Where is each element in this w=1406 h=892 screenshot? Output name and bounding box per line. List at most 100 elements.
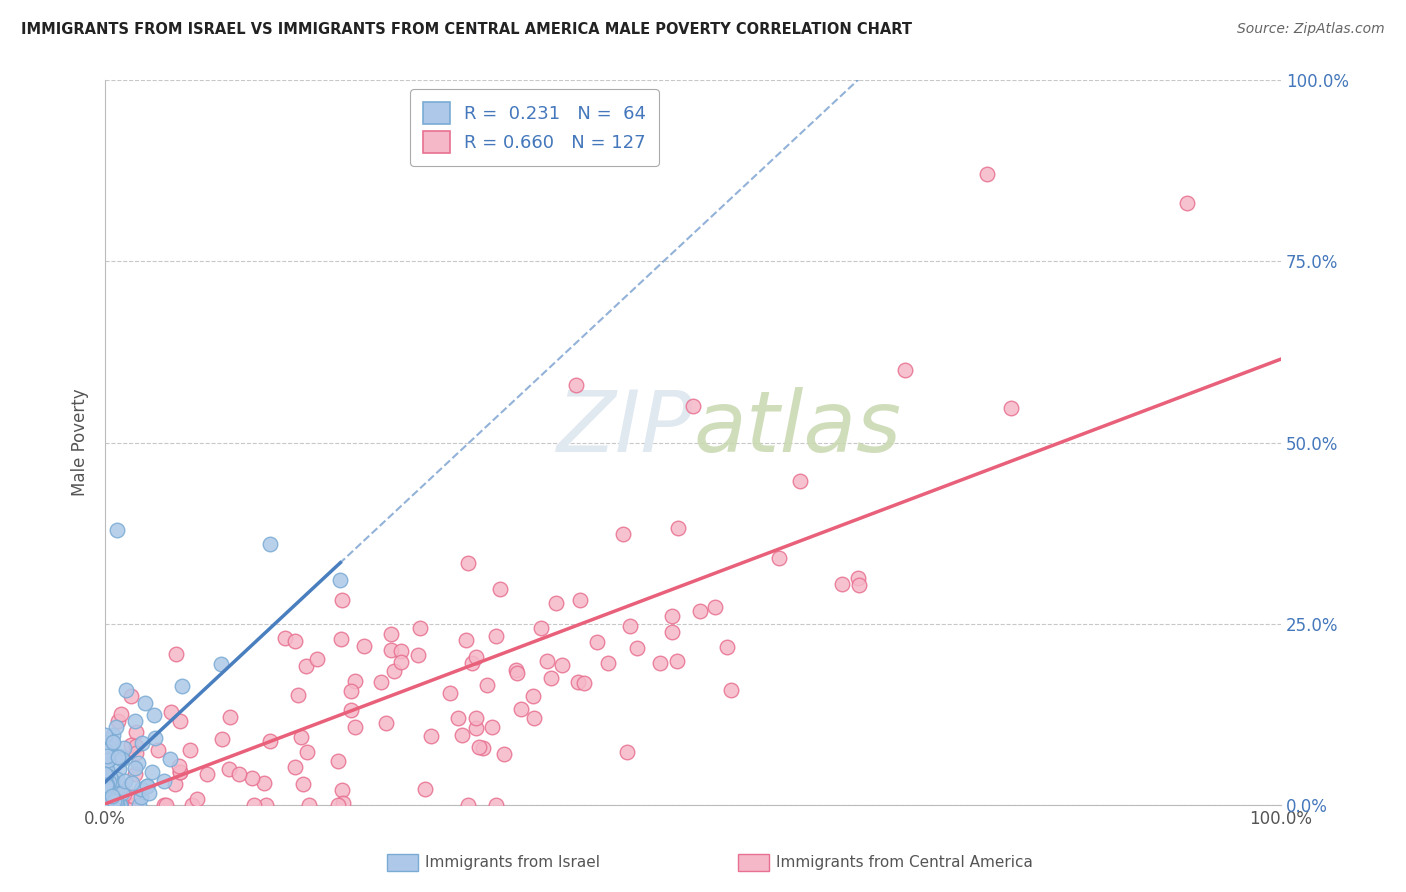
Point — [96, 798, 118, 813]
Point — [107, 714, 129, 728]
Point — [551, 657, 574, 672]
Point — [120, 689, 142, 703]
Point — [124, 767, 146, 781]
Point — [96, 798, 118, 813]
Point — [108, 798, 131, 813]
Legend: R =  0.231   N =  64, R = 0.660   N = 127: R = 0.231 N = 64, R = 0.660 N = 127 — [411, 89, 659, 166]
Point — [120, 738, 142, 752]
Point — [254, 798, 277, 813]
Point — [626, 640, 648, 655]
Point — [831, 577, 853, 591]
Point — [97, 775, 120, 789]
Point — [98, 770, 121, 784]
Point — [295, 658, 318, 673]
Point — [165, 647, 187, 661]
Point — [96, 770, 118, 784]
Point — [180, 798, 202, 813]
Point — [488, 582, 510, 596]
Text: Source: ZipAtlas.com: Source: ZipAtlas.com — [1237, 22, 1385, 37]
Point — [290, 730, 312, 744]
Point — [107, 750, 129, 764]
Point — [682, 399, 704, 413]
Point — [105, 523, 128, 537]
Point — [370, 675, 392, 690]
Point — [295, 745, 318, 759]
Point — [159, 752, 181, 766]
Point — [419, 729, 441, 743]
Point — [96, 778, 118, 792]
Point — [101, 728, 124, 742]
Point — [461, 657, 484, 671]
Point — [135, 780, 157, 794]
Point — [596, 657, 619, 671]
Point — [169, 765, 191, 780]
Point — [464, 710, 486, 724]
Point — [661, 625, 683, 640]
Point — [124, 746, 146, 760]
Point — [138, 787, 160, 801]
Point — [219, 710, 242, 724]
Point — [353, 639, 375, 653]
Point — [143, 707, 166, 722]
Point — [131, 781, 153, 796]
Point — [666, 654, 689, 668]
Point — [111, 752, 134, 766]
Point — [464, 650, 486, 665]
Point — [380, 643, 402, 657]
Point — [124, 714, 146, 728]
Point — [406, 648, 429, 662]
Point — [567, 674, 589, 689]
Point — [96, 778, 118, 792]
Point — [167, 758, 190, 772]
Point — [716, 640, 738, 654]
Point — [564, 377, 586, 392]
Point — [343, 720, 366, 734]
Point — [170, 679, 193, 693]
Point — [155, 798, 177, 813]
Point — [110, 706, 132, 721]
Point — [454, 632, 477, 647]
Point — [274, 632, 297, 646]
Point — [661, 608, 683, 623]
Point — [612, 527, 634, 541]
Point — [439, 686, 461, 700]
Point — [330, 593, 353, 607]
Point — [586, 635, 609, 649]
Point — [619, 618, 641, 632]
Point — [523, 711, 546, 725]
Point — [105, 720, 128, 734]
Point — [129, 790, 152, 805]
Point — [505, 666, 527, 681]
Point — [536, 654, 558, 668]
Point — [510, 702, 533, 716]
Point — [468, 739, 491, 754]
Point — [94, 781, 117, 796]
Point — [689, 604, 711, 618]
Point — [340, 684, 363, 698]
Point — [650, 657, 672, 671]
Point — [105, 794, 128, 808]
Point — [848, 577, 870, 591]
Point — [332, 783, 354, 797]
Point — [121, 776, 143, 790]
Point — [103, 735, 125, 749]
Point — [94, 798, 117, 813]
Point — [124, 761, 146, 775]
Point — [103, 750, 125, 764]
Point — [242, 798, 264, 813]
Point — [94, 729, 117, 743]
Point — [450, 728, 472, 742]
Text: Immigrants from Israel: Immigrants from Israel — [425, 855, 599, 870]
Point — [477, 678, 499, 692]
Point — [122, 789, 145, 803]
Y-axis label: Male Poverty: Male Poverty — [72, 389, 89, 496]
Point — [115, 798, 138, 813]
Point — [218, 762, 240, 776]
Point — [94, 798, 117, 813]
Point — [125, 725, 148, 739]
Point — [344, 674, 367, 689]
Point — [186, 792, 208, 806]
Point — [96, 798, 118, 813]
Point — [96, 744, 118, 758]
Point — [163, 777, 186, 791]
